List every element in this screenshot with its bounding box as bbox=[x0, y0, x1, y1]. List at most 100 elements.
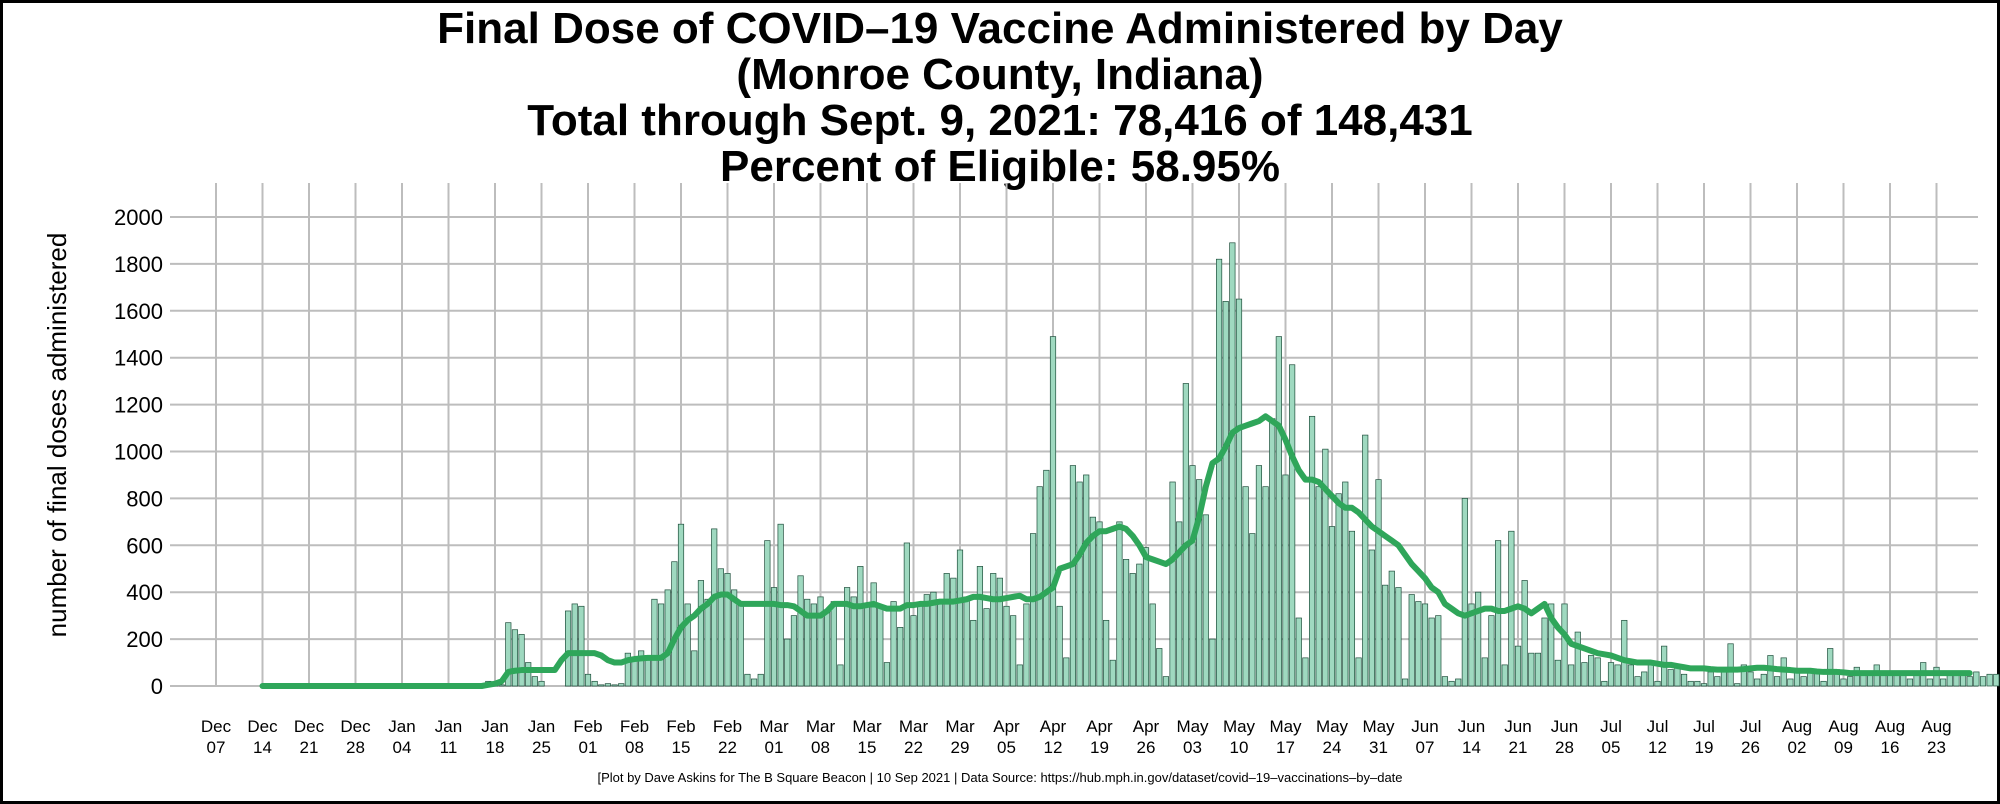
bar bbox=[1421, 603, 1429, 687]
x-tick-day: 01 bbox=[765, 738, 784, 757]
bar bbox=[1043, 469, 1050, 687]
bar bbox=[1116, 521, 1123, 687]
x-tick-month: May bbox=[1176, 717, 1209, 736]
chart-caption: [Plot by Dave Askins for The B Square Be… bbox=[597, 770, 1403, 785]
chart-title-line-2: (Monroe County, Indiana) bbox=[736, 50, 1264, 99]
x-tick-month: Mar bbox=[899, 717, 929, 736]
bar bbox=[1196, 479, 1203, 687]
bar bbox=[1129, 573, 1136, 687]
bar bbox=[1554, 659, 1561, 687]
bar bbox=[1435, 615, 1442, 687]
bar bbox=[1734, 683, 1741, 687]
x-tick-day: 05 bbox=[997, 738, 1016, 757]
bar bbox=[1235, 298, 1243, 687]
y-tick-label: 1200 bbox=[114, 393, 163, 418]
x-tick-month: Feb bbox=[666, 717, 695, 736]
x-tick-day: 04 bbox=[393, 738, 412, 757]
x-tick-month: Jul bbox=[1693, 717, 1715, 736]
bar bbox=[578, 605, 585, 687]
bar bbox=[784, 638, 791, 687]
bar bbox=[1581, 662, 1588, 687]
bar bbox=[976, 566, 984, 687]
y-axis-ticks: 0 200 400 600 800 1000 1200 1400 1600 1800 2000 bbox=[114, 205, 163, 699]
bar bbox=[837, 664, 844, 687]
x-tick-day: 26 bbox=[1741, 738, 1760, 757]
bar bbox=[1647, 662, 1654, 687]
bar bbox=[790, 615, 798, 687]
bar bbox=[1979, 676, 1987, 687]
bar bbox=[1049, 336, 1057, 687]
x-tick-day: 14 bbox=[1462, 738, 1481, 757]
x-tick-day: 15 bbox=[858, 738, 877, 757]
x-tick-day: 25 bbox=[532, 738, 551, 757]
x-tick-day: 23 bbox=[1927, 738, 1946, 757]
bar bbox=[1322, 448, 1329, 687]
bar bbox=[930, 591, 937, 687]
chart-title-line-4: Percent of Eligible: 58.95% bbox=[720, 142, 1280, 191]
bar bbox=[1441, 676, 1449, 687]
bar bbox=[1787, 678, 1794, 687]
bar bbox=[1083, 474, 1090, 687]
bar bbox=[1468, 603, 1475, 687]
x-tick-day: 02 bbox=[1788, 738, 1807, 757]
x-tick-month: Apr bbox=[1086, 717, 1113, 736]
x-tick-day: 03 bbox=[1183, 738, 1202, 757]
bar bbox=[1401, 678, 1409, 687]
x-tick-month: Dec bbox=[340, 717, 371, 736]
bar bbox=[903, 542, 910, 687]
x-tick-day: 19 bbox=[1090, 738, 1109, 757]
x-tick-day: 19 bbox=[1695, 738, 1714, 757]
bar bbox=[1076, 481, 1083, 687]
bar bbox=[1202, 514, 1209, 687]
bar bbox=[943, 573, 950, 687]
bar bbox=[664, 589, 671, 687]
bar bbox=[1720, 671, 1728, 687]
x-tick-month: Dec bbox=[247, 717, 278, 736]
x-tick-day: 12 bbox=[1044, 738, 1063, 757]
x-tick-month: Jan bbox=[388, 717, 415, 736]
x-tick-month: Jul bbox=[1740, 717, 1762, 736]
x-tick-day: 09 bbox=[1834, 738, 1853, 757]
bar bbox=[817, 596, 824, 687]
x-tick-month: Mar bbox=[759, 717, 789, 736]
bar bbox=[677, 523, 685, 687]
bar bbox=[1016, 664, 1023, 687]
bar bbox=[1541, 617, 1548, 687]
x-tick-day: 31 bbox=[1369, 738, 1388, 757]
bar bbox=[1740, 664, 1747, 687]
bar bbox=[956, 549, 964, 687]
bar bbox=[890, 601, 897, 687]
x-tick-month: Jul bbox=[1647, 717, 1669, 736]
x-tick-day: 16 bbox=[1881, 738, 1900, 757]
bar bbox=[1448, 680, 1455, 687]
average-line-series bbox=[259, 413, 1973, 689]
bar bbox=[1488, 615, 1495, 687]
bar bbox=[1455, 678, 1462, 687]
bar bbox=[1036, 486, 1043, 687]
x-tick-day: 12 bbox=[1648, 738, 1667, 757]
x-tick-month: May bbox=[1223, 717, 1256, 736]
bar bbox=[923, 594, 930, 687]
bar bbox=[1335, 493, 1342, 687]
x-tick-day: 05 bbox=[1602, 738, 1621, 757]
x-tick-day: 17 bbox=[1276, 738, 1295, 757]
bar-series bbox=[485, 242, 2000, 687]
bar bbox=[990, 573, 997, 687]
y-tick-label: 1000 bbox=[114, 440, 163, 465]
x-tick-day: 18 bbox=[486, 738, 505, 757]
bar bbox=[638, 650, 645, 687]
x-tick-day: 29 bbox=[951, 738, 970, 757]
bar bbox=[830, 601, 837, 687]
bar bbox=[711, 528, 718, 687]
bar bbox=[1388, 570, 1395, 687]
x-tick-month: Jun bbox=[1551, 717, 1578, 736]
bar bbox=[1966, 676, 1973, 687]
x-tick-month: Mar bbox=[945, 717, 975, 736]
bar bbox=[1773, 676, 1781, 687]
bar bbox=[697, 580, 705, 687]
x-tick-day: 08 bbox=[811, 738, 830, 757]
y-tick-label: 400 bbox=[126, 580, 163, 605]
bar bbox=[1229, 242, 1236, 687]
bar bbox=[1548, 603, 1555, 687]
